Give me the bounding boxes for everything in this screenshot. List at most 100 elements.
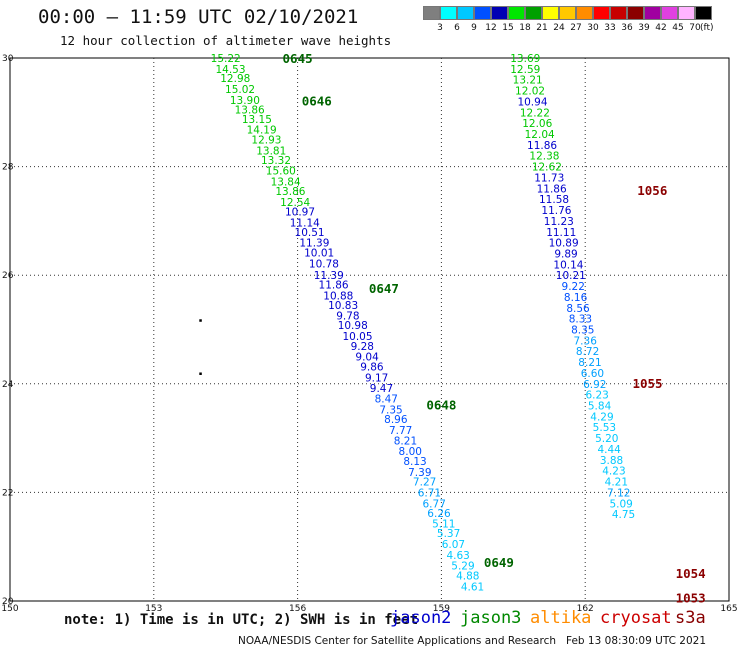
time-label: 0648 (426, 398, 456, 413)
colorbar-label: 9 (471, 23, 477, 33)
wave-height-value: 9.04 (355, 352, 379, 364)
wave-height-value: 10.14 (553, 259, 583, 271)
colorbar-swatch (542, 6, 559, 20)
wave-height-value: 8.72 (576, 346, 599, 358)
wave-height-value: 5.53 (593, 422, 616, 434)
wave-height-value: 10.05 (342, 331, 372, 343)
colorbar-swatch (457, 6, 474, 20)
wave-height-value: 4.75 (612, 509, 635, 521)
map-dot (199, 372, 202, 375)
wave-height-value: 10.97 (285, 207, 315, 219)
lon-tick-label: 162 (577, 604, 594, 614)
colorbar-swatch (423, 6, 440, 20)
lon-tick-label: 159 (433, 604, 450, 614)
wave-height-value: 12.06 (522, 118, 552, 130)
time-label: 1053 (676, 590, 706, 605)
wave-height-value: 6.07 (442, 539, 465, 551)
wave-height-value: 9.22 (562, 281, 585, 293)
wave-height-value: 3.88 (600, 455, 623, 467)
wave-height-value: 13.69 (510, 53, 540, 65)
colorbar-swatch (627, 6, 644, 20)
wave-height-value: 11.14 (290, 218, 320, 230)
legend-jason3: jason3 (460, 608, 522, 628)
colorbar-swatch (474, 6, 491, 20)
wave-height-value: 9.89 (554, 248, 577, 260)
wave-height-value: 13.21 (513, 75, 543, 87)
time-label: 1056 (637, 183, 667, 198)
wave-height-value: 7.39 (408, 467, 431, 479)
wave-height-value: 5.29 (451, 561, 474, 573)
wave-height-value: 8.16 (564, 292, 588, 304)
time-label: 0647 (369, 281, 399, 296)
wave-height-value: 12.02 (515, 86, 545, 98)
wave-height-value: 6.92 (583, 379, 606, 391)
wave-height-value: 12.54 (280, 197, 310, 209)
lat-tick-label: 26 (2, 271, 14, 281)
wave-height-value: 5.37 (437, 528, 460, 540)
wave-height-value: 6.77 (423, 498, 446, 510)
colorbar-unit: (ft) (700, 23, 714, 33)
wave-height-value: 4.21 (605, 477, 628, 489)
wave-height-value: 11.11 (546, 227, 576, 239)
legend-altika: altika (530, 608, 592, 628)
wave-height-value: 8.33 (569, 314, 592, 326)
wave-height-value: 12.59 (510, 64, 540, 76)
wave-height-value: 9.78 (336, 310, 359, 322)
wave-height-value: 13.81 (256, 145, 286, 157)
wave-height-value: 12.04 (525, 129, 555, 141)
lat-tick-label: 22 (2, 488, 13, 498)
wave-height-value: 5.11 (432, 518, 455, 530)
colorbar-swatch (644, 6, 661, 20)
colorbar-swatch (525, 6, 542, 20)
colorbar-label: 21 (536, 23, 548, 33)
colorbar-label: 3 (437, 23, 443, 33)
wave-height-value: 13.32 (261, 155, 291, 167)
wave-height-value: 13.84 (271, 176, 301, 188)
wave-height-value: 10.01 (304, 247, 334, 259)
wave-height-value: 10.78 (309, 258, 339, 270)
wave-height-value: 10.88 (323, 290, 353, 302)
colorbar-swatch (491, 6, 508, 20)
colorbar-swatch (661, 6, 678, 20)
wave-height-value: 11.86 (527, 140, 557, 152)
wave-height-value: 11.76 (541, 205, 571, 217)
page-subtitle: 12 hour collection of altimeter wave hei… (60, 33, 392, 48)
colorbar-label: 18 (519, 23, 531, 33)
wave-height-value: 7.27 (413, 477, 436, 489)
colorbar-swatch (695, 6, 712, 20)
colorbar-swatch (576, 6, 593, 20)
wave-height-value: 12.62 (532, 162, 562, 174)
credit-line: NOAA/NESDIS Center for Satellite Applica… (238, 635, 707, 647)
time-label: 0649 (484, 555, 514, 570)
wave-height-value: 15.60 (266, 165, 296, 177)
colorbar-swatch (440, 6, 457, 20)
colorbar-label: 30 (587, 23, 599, 33)
lon-tick-label: 153 (145, 604, 162, 614)
colorbar-label: 33 (604, 23, 616, 33)
colorbar-label: 42 (655, 23, 667, 33)
wave-height-value: 14.19 (247, 125, 277, 137)
map-frame (9, 57, 730, 602)
lon-tick-label: 165 (720, 604, 737, 614)
lat-tick-label: 24 (2, 380, 14, 390)
wave-height-value: 11.86 (537, 183, 567, 195)
wave-height-value: 15.22 (211, 53, 241, 65)
wave-height-value: 11.23 (544, 216, 574, 228)
time-label: 0645 (283, 51, 313, 66)
wave-height-value: 8.56 (566, 303, 590, 315)
colorbar-swatch (678, 6, 695, 20)
lat-tick-label: 20 (2, 597, 14, 607)
colorbar-label: 36 (621, 23, 633, 33)
legend-cryosat: cryosat (600, 608, 672, 628)
wave-height-value: 7.77 (389, 425, 412, 437)
footnote: note: 1) Time is in UTC; 2) SWH is in fe… (64, 612, 419, 628)
time-label: 0646 (302, 93, 332, 108)
wave-height-value: 11.58 (539, 194, 569, 206)
wave-height-value: 15.02 (225, 84, 255, 96)
colorbar-swatch (559, 6, 576, 20)
time-label: 1054 (676, 566, 706, 581)
wave-height-value: 10.83 (328, 300, 358, 312)
wave-height-value: 10.89 (549, 238, 579, 250)
page-title: 00:00 – 11:59 UTC 02/10/2021 (38, 6, 359, 28)
wave-height-value: 4.61 (461, 581, 484, 593)
